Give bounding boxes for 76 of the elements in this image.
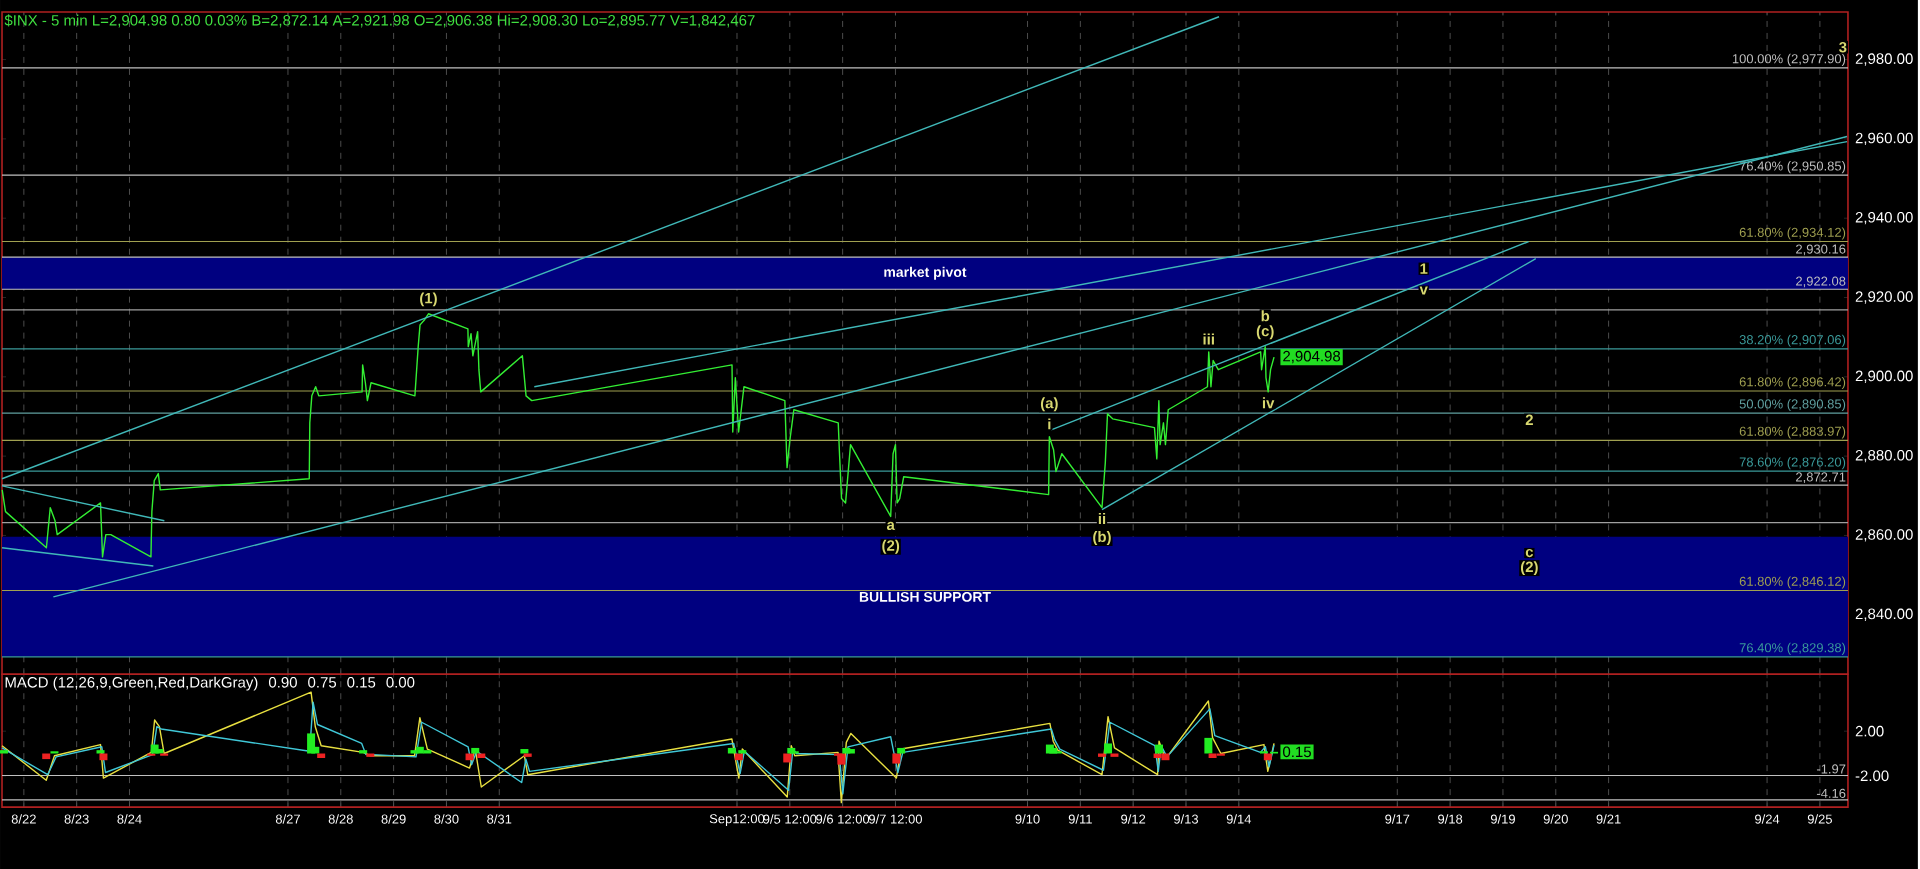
x-tick-label: 9/20 bbox=[1543, 814, 1568, 824]
ref-line-label: 2,930.16 bbox=[1796, 244, 1846, 256]
y-tick-label: 2,880.00 bbox=[1855, 449, 1913, 463]
x-tick-label: 9/18 bbox=[1438, 814, 1463, 824]
annotation: 2 bbox=[1525, 414, 1533, 425]
ref-line-label: 61.80% (2,846.12) bbox=[1739, 576, 1846, 589]
ref-line-label: 100.00% (2,977.90) bbox=[1732, 53, 1846, 66]
annotation: 0.15 bbox=[347, 677, 376, 688]
annotation: 3 bbox=[1839, 41, 1847, 53]
x-tick-label: Sep12:00 bbox=[709, 814, 765, 826]
band-label: market pivot bbox=[884, 266, 967, 280]
x-tick-label: 8/30 bbox=[434, 814, 459, 824]
x-tick-label: 9/25 bbox=[1807, 814, 1832, 824]
annotation: c bbox=[1525, 548, 1534, 558]
x-tick-label: 9/19 bbox=[1490, 814, 1515, 824]
ref-line-label: 2,872.71 bbox=[1796, 472, 1846, 484]
ref-line-label: 38.20% (2,907.06) bbox=[1739, 334, 1846, 347]
x-tick-label: 9/10 bbox=[1015, 814, 1040, 824]
annotation: (b) bbox=[1093, 531, 1111, 546]
x-tick-label: 8/31 bbox=[487, 814, 512, 824]
y-tick-label: 2,920.00 bbox=[1855, 291, 1913, 304]
x-tick-label: 8/23 bbox=[64, 814, 89, 824]
x-tick-label: 8/29 bbox=[381, 814, 406, 824]
ref-line-label: 50.00% (2,890.85) bbox=[1739, 399, 1846, 412]
y-tick-label: 2,980.00 bbox=[1855, 53, 1913, 66]
x-tick-label: 9/14 bbox=[1226, 814, 1252, 824]
x-tick-label: 9/11 bbox=[1068, 814, 1092, 824]
annotation: (c) bbox=[1256, 325, 1274, 340]
annotation: (2) bbox=[882, 539, 900, 554]
annotation: iii bbox=[1203, 333, 1214, 345]
annotation: i bbox=[1048, 418, 1051, 430]
x-tick-label: 9/5 12:00 bbox=[763, 814, 817, 824]
x-tick-label: 8/24 bbox=[117, 814, 142, 824]
x-tick-label: 9/13 bbox=[1173, 814, 1199, 824]
y-tick-label: 2,840.00 bbox=[1855, 608, 1913, 621]
annotation: ii bbox=[1098, 513, 1106, 524]
annotation: 0.75 bbox=[308, 677, 337, 688]
y-tick-label: 2.00 bbox=[1855, 725, 1884, 737]
ref-line-label: 61.80% (2,934.12) bbox=[1739, 227, 1846, 240]
chart-title: MACD (12,26,9,Green,Red,DarkGray) bbox=[5, 676, 258, 691]
ref-line-label: 61.80% (2,883.97) bbox=[1739, 426, 1846, 439]
x-tick-label: 9/17 bbox=[1385, 814, 1410, 824]
y-tick-label: 2,860.00 bbox=[1855, 529, 1913, 542]
annotation: 0.15 bbox=[1283, 746, 1311, 758]
annotation: 0.00 bbox=[386, 677, 415, 688]
annotation: 1 bbox=[1420, 263, 1428, 274]
band-label: BULLISH SUPPORT bbox=[859, 591, 991, 602]
annotation: iv bbox=[1262, 397, 1275, 409]
ref-line-label: 61.80% (2,896.42) bbox=[1739, 376, 1846, 390]
y-tick-label: 2,940.00 bbox=[1855, 212, 1913, 225]
x-tick-label: 9/7 12:00 bbox=[868, 814, 922, 824]
x-tick-label: 8/27 bbox=[275, 814, 300, 824]
annotation: (1) bbox=[420, 292, 437, 307]
annotation: 2,904.98 bbox=[1283, 350, 1341, 364]
annotation: (2) bbox=[1520, 561, 1538, 576]
x-tick-label: 9/12 bbox=[1121, 814, 1146, 824]
annotation: (a) bbox=[1040, 397, 1058, 412]
ref-line-label: 2,922.08 bbox=[1796, 276, 1846, 288]
x-tick-label: 8/28 bbox=[328, 814, 353, 824]
x-tick-label: 9/21 bbox=[1596, 814, 1621, 824]
y-tick-label: 2,960.00 bbox=[1855, 132, 1913, 146]
x-tick-label: 8/22 bbox=[11, 814, 36, 824]
annotation: v bbox=[1419, 286, 1428, 295]
y-tick-label: 2,900.00 bbox=[1855, 370, 1913, 383]
ref-line-label: -4.16 bbox=[1816, 788, 1846, 798]
annotation: a bbox=[886, 521, 895, 531]
ref-line-label: 76.40% (2,950.85) bbox=[1739, 161, 1846, 174]
y-tick-label: -2.00 bbox=[1855, 770, 1889, 782]
ref-line-label: 78.60% (2,876.20) bbox=[1739, 457, 1846, 470]
ref-line-label: -1.97 bbox=[1816, 764, 1846, 774]
annotation: 0.90 bbox=[268, 677, 297, 688]
annotation: b bbox=[1261, 310, 1270, 322]
x-tick-label: 9/6 12:00 bbox=[816, 814, 870, 824]
chart-title: $INX - 5 min L=2,904.98 0.80 0.03% B=2,872.14 A=2,921.98 O=2,906.38 Hi=2,908.30 Lo=2,895.77 V=1,842,467 bbox=[4, 14, 755, 28]
x-tick-label: 9/24 bbox=[1755, 814, 1780, 824]
ref-line-label: 76.40% (2,829.38) bbox=[1739, 642, 1846, 655]
